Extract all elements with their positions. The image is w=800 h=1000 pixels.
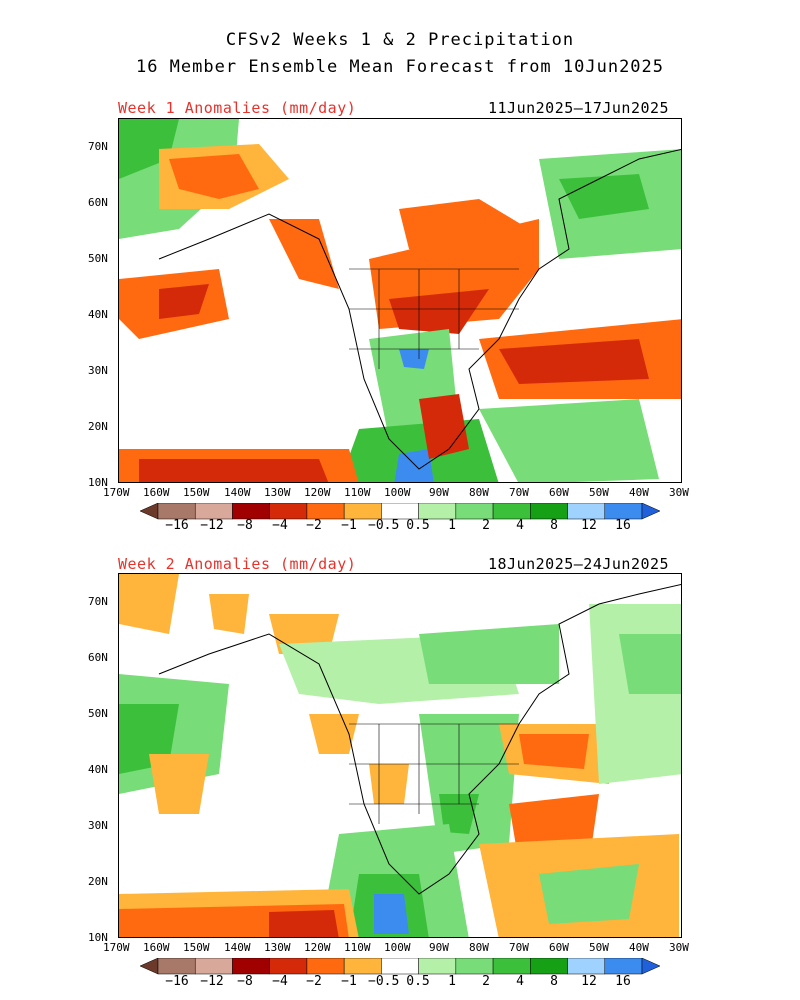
colorbar-swatch bbox=[157, 958, 196, 975]
colorbar-swatch bbox=[567, 958, 606, 975]
colorbar-swatch bbox=[530, 958, 568, 975]
colorbar-swatch bbox=[455, 958, 494, 975]
colorbar-swatch bbox=[492, 503, 531, 520]
colorbar-swatch bbox=[530, 503, 568, 520]
colorbar-swatch bbox=[567, 503, 606, 520]
week2-map bbox=[118, 573, 682, 938]
colorbar-swatch bbox=[381, 503, 419, 520]
colorbar-swatch bbox=[604, 503, 643, 520]
colorbar-swatch bbox=[140, 503, 159, 520]
colorbar-swatch bbox=[604, 958, 643, 975]
colorbar-swatch bbox=[381, 958, 419, 975]
title-line-1: CFSv2 Weeks 1 & 2 Precipitation bbox=[225, 30, 575, 50]
colorbar-swatch bbox=[306, 958, 345, 975]
colorbar-swatch bbox=[455, 503, 494, 520]
colorbar-swatch bbox=[418, 958, 457, 975]
colorbar-swatch bbox=[343, 503, 382, 520]
colorbar-swatch bbox=[194, 503, 233, 520]
colorbar-swatch bbox=[343, 958, 382, 975]
week1-dates: 11Jun2025–17Jun2025 bbox=[488, 99, 670, 117]
colorbar-swatch bbox=[641, 503, 660, 520]
colorbar-swatch bbox=[157, 503, 196, 520]
title-line-2: 16 Member Ensemble Mean Forecast from 10… bbox=[135, 57, 665, 77]
colorbar-swatch bbox=[641, 958, 660, 975]
week1-anomaly-field bbox=[119, 119, 681, 482]
colorbar-swatch bbox=[418, 503, 457, 520]
colorbar-swatch bbox=[194, 958, 233, 975]
week1-colorbar bbox=[140, 503, 660, 520]
colorbar-swatch bbox=[492, 958, 531, 975]
colorbar-swatch bbox=[232, 503, 270, 520]
colorbar-swatch bbox=[140, 958, 159, 975]
colorbar-swatch bbox=[232, 958, 270, 975]
colorbar-swatch bbox=[269, 503, 308, 520]
week2-colorbar bbox=[140, 958, 660, 975]
colorbar-swatch bbox=[306, 503, 345, 520]
week2-label: Week 2 Anomalies (mm/day) bbox=[118, 555, 357, 573]
week1-label: Week 1 Anomalies (mm/day) bbox=[118, 99, 357, 117]
colorbar-swatch bbox=[269, 958, 308, 975]
week1-map bbox=[118, 118, 682, 483]
week2-anomaly-field bbox=[119, 574, 681, 937]
week2-dates: 18Jun2025–24Jun2025 bbox=[488, 555, 670, 573]
